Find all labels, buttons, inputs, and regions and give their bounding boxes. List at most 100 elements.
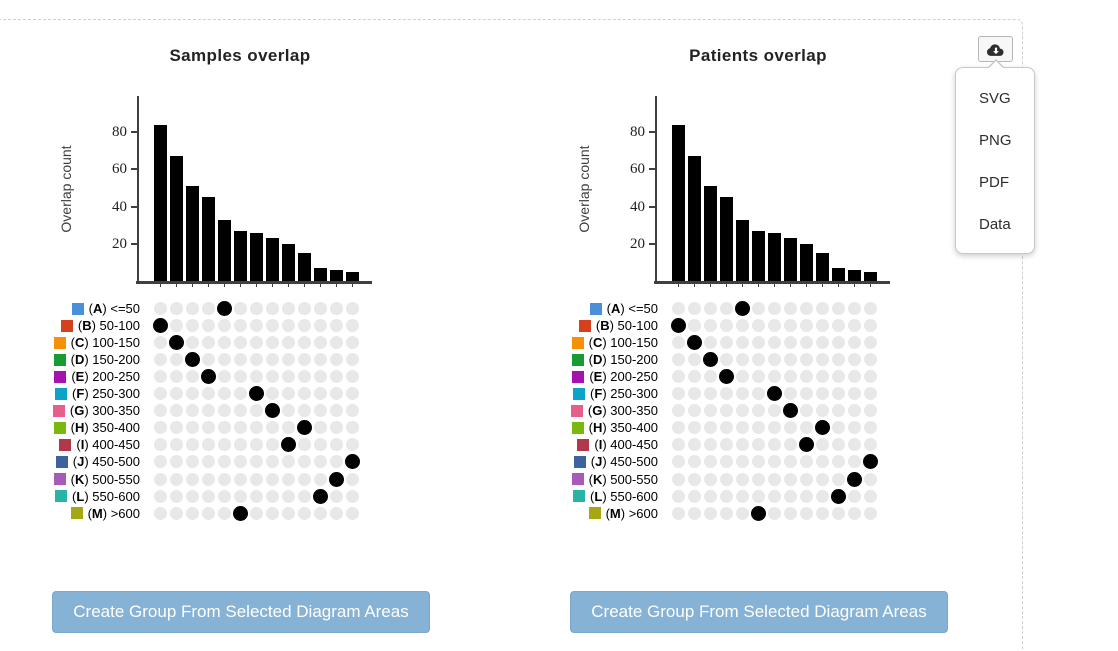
matrix-dot-filled[interactable] [168, 335, 184, 351]
matrix-dot-empty [847, 438, 861, 452]
matrix-dot-empty [863, 489, 877, 503]
matrix-dot-empty [671, 506, 685, 520]
matrix-dot-empty [751, 336, 765, 350]
matrix-dot-filled[interactable] [232, 505, 248, 521]
create-group-button[interactable]: Create Group From Selected Diagram Areas [570, 591, 948, 633]
matrix-dot-filled[interactable] [280, 437, 296, 453]
matrix-dot-empty [751, 387, 765, 401]
matrix-dot-empty [751, 438, 765, 452]
matrix-dot-empty [687, 421, 701, 435]
overlap-count-bar[interactable] [185, 186, 199, 281]
matrix-dot-empty [703, 336, 717, 350]
overlap-count-bar[interactable] [687, 156, 701, 281]
matrix-dot-empty [847, 302, 861, 315]
matrix-dot-filled[interactable] [670, 318, 686, 334]
matrix-dot-filled[interactable] [686, 335, 702, 351]
overlap-count-bar[interactable] [847, 270, 861, 281]
matrix-dot-filled[interactable] [264, 403, 280, 419]
matrix-dot-filled[interactable] [296, 420, 312, 436]
matrix-dot-empty [735, 370, 749, 384]
matrix-dot-filled[interactable] [830, 488, 846, 504]
menu-item-png[interactable]: PNG [979, 132, 1012, 149]
patients-overlap-panel: Patients overlap Overlap count 20 40 60 80 … [518, 0, 1028, 651]
matrix-dot-empty [703, 319, 717, 333]
overlap-count-bar[interactable] [799, 244, 813, 281]
matrix-dot-filled[interactable] [702, 352, 718, 368]
matrix-dot-empty [249, 489, 263, 503]
matrix-dot-filled[interactable] [344, 454, 360, 470]
matrix-dot-filled[interactable] [814, 420, 830, 436]
matrix-dot-empty [751, 302, 765, 315]
matrix-dot-empty [153, 404, 167, 418]
matrix-dot-filled[interactable] [216, 301, 232, 316]
matrix-dot-filled[interactable] [798, 437, 814, 453]
overlap-count-bar[interactable] [767, 233, 781, 281]
legend-label: (I) 400-450 [594, 437, 658, 453]
legend-row-b: (B) 50-100 [518, 317, 658, 334]
matrix-dot-filled[interactable] [718, 369, 734, 385]
legend-color-swatch [55, 455, 68, 468]
matrix-dot-filled[interactable] [328, 471, 344, 487]
overlap-count-bar[interactable] [671, 125, 685, 281]
legend-color-swatch [572, 370, 585, 383]
matrix-dot-empty [767, 472, 781, 486]
matrix-dot-empty [169, 387, 183, 401]
matrix-dot-empty [169, 353, 183, 367]
matrix-dot-empty [687, 455, 701, 469]
legend-color-swatch [53, 473, 66, 485]
matrix-dot-empty [185, 302, 199, 315]
overlap-count-bar[interactable] [249, 233, 263, 281]
matrix-dot-filled[interactable] [782, 403, 798, 419]
matrix-dot-empty [249, 404, 263, 418]
legend-color-swatch [571, 336, 584, 349]
y-axis-label: Overlap count [576, 145, 592, 233]
matrix-dot-empty [671, 336, 685, 350]
overlap-count-bar[interactable] [233, 231, 247, 281]
matrix-dot-filled[interactable] [734, 301, 750, 316]
overlap-count-bar[interactable] [703, 186, 717, 281]
overlap-count-bar[interactable] [169, 156, 183, 281]
overlap-count-bar[interactable] [751, 231, 765, 281]
matrix-dot-filled[interactable] [312, 488, 328, 504]
overlap-count-bar[interactable] [719, 197, 733, 281]
overlap-count-bar[interactable] [201, 197, 215, 281]
legend-row-j: (J) 450-500 [0, 453, 140, 470]
overlap-count-bar[interactable] [815, 253, 829, 281]
menu-item-pdf[interactable]: PDF [979, 174, 1009, 191]
matrix-dot-empty [265, 302, 279, 315]
matrix-dot-filled[interactable] [184, 352, 200, 368]
overlap-count-bar[interactable] [783, 238, 797, 281]
overlap-count-bar[interactable] [313, 268, 327, 281]
overlap-count-bar[interactable] [265, 238, 279, 281]
x-tick-mark [709, 284, 711, 287]
overlap-count-bar[interactable] [831, 268, 845, 281]
overlap-count-bar[interactable] [281, 244, 295, 281]
create-group-button[interactable]: Create Group From Selected Diagram Areas [52, 591, 430, 633]
legend-label: (A) <=50 [88, 301, 140, 316]
overlap-count-bar[interactable] [329, 270, 343, 281]
matrix-dot-empty [863, 421, 877, 435]
overlap-count-bar[interactable] [863, 272, 877, 281]
overlap-count-bar[interactable] [345, 272, 359, 281]
overlap-count-bar[interactable] [217, 220, 231, 281]
matrix-dot-empty [169, 506, 183, 520]
menu-item-data[interactable]: Data [979, 216, 1011, 233]
overlap-count-bar[interactable] [297, 253, 311, 281]
matrix-dot-empty [249, 472, 263, 486]
matrix-dot-filled[interactable] [766, 386, 782, 402]
matrix-dot-empty [767, 319, 781, 333]
matrix-dot-filled[interactable] [750, 505, 766, 521]
matrix-dot-filled[interactable] [862, 454, 878, 470]
matrix-dot-empty [297, 455, 311, 469]
matrix-dot-empty [185, 404, 199, 418]
matrix-dot-filled[interactable] [846, 471, 862, 487]
legend-row-a: (A) <=50 [0, 300, 140, 317]
matrix-dot-empty [201, 404, 215, 418]
matrix-dot-filled[interactable] [248, 386, 264, 402]
overlap-count-bar[interactable] [153, 125, 167, 281]
legend-row-a: (A) <=50 [518, 300, 658, 317]
matrix-dot-filled[interactable] [200, 369, 216, 385]
overlap-count-bar[interactable] [735, 220, 749, 281]
menu-item-svg[interactable]: SVG [979, 90, 1011, 107]
matrix-dot-filled[interactable] [152, 318, 168, 334]
